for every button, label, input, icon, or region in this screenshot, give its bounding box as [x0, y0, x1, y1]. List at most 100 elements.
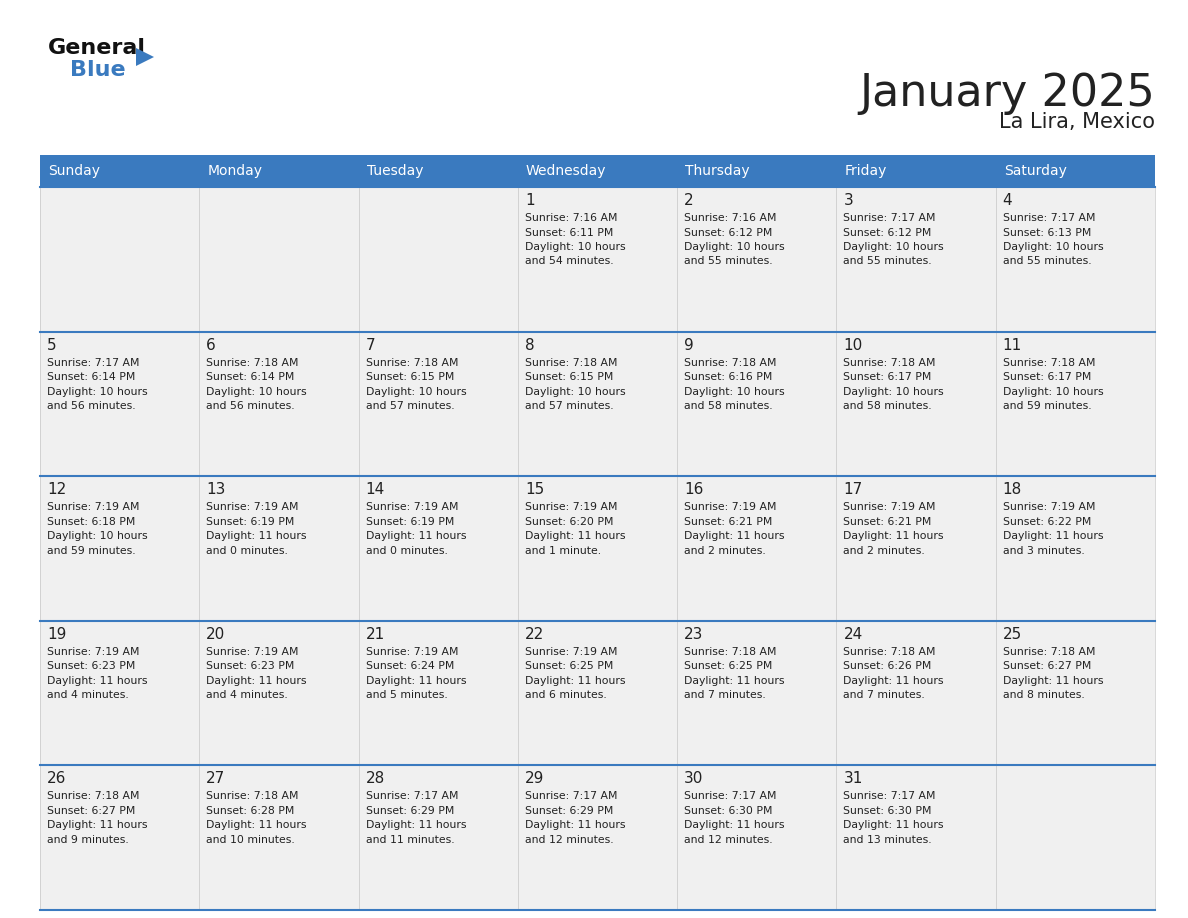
Text: and 4 minutes.: and 4 minutes.: [207, 690, 287, 700]
Text: Sunrise: 7:18 AM: Sunrise: 7:18 AM: [684, 647, 777, 656]
Text: Daylight: 11 hours: Daylight: 11 hours: [525, 532, 625, 542]
Text: 24: 24: [843, 627, 862, 642]
Text: 21: 21: [366, 627, 385, 642]
Bar: [359, 621, 518, 766]
Text: and 11 minutes.: and 11 minutes.: [366, 834, 454, 845]
Text: and 2 minutes.: and 2 minutes.: [843, 545, 925, 555]
Text: Thursday: Thursday: [685, 164, 750, 178]
Text: Daylight: 10 hours: Daylight: 10 hours: [1003, 242, 1104, 252]
Polygon shape: [135, 48, 154, 66]
Text: Daylight: 11 hours: Daylight: 11 hours: [207, 821, 307, 831]
Text: Daylight: 11 hours: Daylight: 11 hours: [1003, 676, 1104, 686]
Text: Friday: Friday: [845, 164, 886, 178]
Bar: [40, 155, 200, 187]
Bar: [996, 476, 1155, 621]
Text: and 10 minutes.: and 10 minutes.: [207, 834, 295, 845]
Text: 28: 28: [366, 771, 385, 787]
Text: and 59 minutes.: and 59 minutes.: [1003, 401, 1092, 411]
Text: Sunrise: 7:19 AM: Sunrise: 7:19 AM: [207, 502, 299, 512]
Text: Sunset: 6:22 PM: Sunset: 6:22 PM: [1003, 517, 1091, 527]
Text: Daylight: 10 hours: Daylight: 10 hours: [1003, 386, 1104, 397]
Text: Sunset: 6:18 PM: Sunset: 6:18 PM: [48, 517, 135, 527]
Text: Sunset: 6:30 PM: Sunset: 6:30 PM: [684, 806, 772, 816]
Text: Daylight: 11 hours: Daylight: 11 hours: [48, 676, 147, 686]
Bar: [836, 155, 996, 187]
Text: and 58 minutes.: and 58 minutes.: [684, 401, 772, 411]
Text: Daylight: 11 hours: Daylight: 11 hours: [684, 676, 784, 686]
Text: Daylight: 11 hours: Daylight: 11 hours: [207, 532, 307, 542]
Text: and 13 minutes.: and 13 minutes.: [843, 834, 933, 845]
Text: Sunset: 6:19 PM: Sunset: 6:19 PM: [366, 517, 454, 527]
Text: and 57 minutes.: and 57 minutes.: [366, 401, 454, 411]
Text: and 0 minutes.: and 0 minutes.: [207, 545, 289, 555]
Bar: [359, 331, 518, 476]
Text: 26: 26: [48, 771, 67, 787]
Text: and 3 minutes.: and 3 minutes.: [1003, 545, 1085, 555]
Text: 11: 11: [1003, 338, 1022, 353]
Text: Sunset: 6:24 PM: Sunset: 6:24 PM: [366, 661, 454, 671]
Text: and 1 minute.: and 1 minute.: [525, 545, 601, 555]
Text: Sunset: 6:26 PM: Sunset: 6:26 PM: [843, 661, 931, 671]
Text: and 55 minutes.: and 55 minutes.: [684, 256, 772, 266]
Text: 7: 7: [366, 338, 375, 353]
Bar: [518, 621, 677, 766]
Text: and 5 minutes.: and 5 minutes.: [366, 690, 448, 700]
Text: Sunrise: 7:19 AM: Sunrise: 7:19 AM: [525, 647, 618, 656]
Text: and 12 minutes.: and 12 minutes.: [684, 834, 772, 845]
Bar: [996, 331, 1155, 476]
Text: La Lira, Mexico: La Lira, Mexico: [999, 112, 1155, 132]
Text: Sunset: 6:17 PM: Sunset: 6:17 PM: [843, 372, 931, 382]
Text: Sunset: 6:15 PM: Sunset: 6:15 PM: [366, 372, 454, 382]
Text: Daylight: 10 hours: Daylight: 10 hours: [525, 242, 626, 252]
Text: Daylight: 11 hours: Daylight: 11 hours: [207, 676, 307, 686]
Text: Daylight: 10 hours: Daylight: 10 hours: [843, 386, 944, 397]
Text: Sunrise: 7:18 AM: Sunrise: 7:18 AM: [207, 791, 299, 801]
Text: Sunset: 6:27 PM: Sunset: 6:27 PM: [48, 806, 135, 816]
Text: 5: 5: [48, 338, 57, 353]
Text: Daylight: 11 hours: Daylight: 11 hours: [366, 676, 466, 686]
Text: and 9 minutes.: and 9 minutes.: [48, 834, 128, 845]
Text: Daylight: 10 hours: Daylight: 10 hours: [525, 386, 626, 397]
Text: Sunset: 6:29 PM: Sunset: 6:29 PM: [366, 806, 454, 816]
Text: Daylight: 11 hours: Daylight: 11 hours: [525, 821, 625, 831]
Text: 20: 20: [207, 627, 226, 642]
Text: Sunset: 6:12 PM: Sunset: 6:12 PM: [843, 228, 931, 238]
Bar: [40, 187, 200, 331]
Bar: [200, 187, 359, 331]
Text: 22: 22: [525, 627, 544, 642]
Bar: [40, 766, 200, 910]
Text: and 57 minutes.: and 57 minutes.: [525, 401, 613, 411]
Text: Sunrise: 7:17 AM: Sunrise: 7:17 AM: [843, 213, 936, 223]
Text: Sunset: 6:19 PM: Sunset: 6:19 PM: [207, 517, 295, 527]
Bar: [200, 766, 359, 910]
Bar: [359, 766, 518, 910]
Text: Sunrise: 7:18 AM: Sunrise: 7:18 AM: [207, 358, 299, 367]
Text: and 58 minutes.: and 58 minutes.: [843, 401, 933, 411]
Bar: [836, 476, 996, 621]
Text: 31: 31: [843, 771, 862, 787]
Bar: [996, 621, 1155, 766]
Text: Sunrise: 7:16 AM: Sunrise: 7:16 AM: [684, 213, 777, 223]
Text: Sunrise: 7:19 AM: Sunrise: 7:19 AM: [48, 647, 139, 656]
Text: Daylight: 11 hours: Daylight: 11 hours: [1003, 532, 1104, 542]
Text: Tuesday: Tuesday: [367, 164, 423, 178]
Bar: [836, 621, 996, 766]
Text: Sunset: 6:12 PM: Sunset: 6:12 PM: [684, 228, 772, 238]
Text: 15: 15: [525, 482, 544, 498]
Bar: [359, 187, 518, 331]
Text: and 8 minutes.: and 8 minutes.: [1003, 690, 1085, 700]
Text: 9: 9: [684, 338, 694, 353]
Bar: [836, 331, 996, 476]
Bar: [518, 187, 677, 331]
Text: Sunrise: 7:19 AM: Sunrise: 7:19 AM: [48, 502, 139, 512]
Text: Sunrise: 7:16 AM: Sunrise: 7:16 AM: [525, 213, 618, 223]
Text: 29: 29: [525, 771, 544, 787]
Text: and 54 minutes.: and 54 minutes.: [525, 256, 613, 266]
Text: Sunset: 6:21 PM: Sunset: 6:21 PM: [843, 517, 931, 527]
Text: Sunday: Sunday: [48, 164, 100, 178]
Bar: [40, 331, 200, 476]
Text: Daylight: 11 hours: Daylight: 11 hours: [843, 532, 944, 542]
Text: Daylight: 10 hours: Daylight: 10 hours: [207, 386, 307, 397]
Text: Sunrise: 7:18 AM: Sunrise: 7:18 AM: [1003, 647, 1095, 656]
Text: 25: 25: [1003, 627, 1022, 642]
